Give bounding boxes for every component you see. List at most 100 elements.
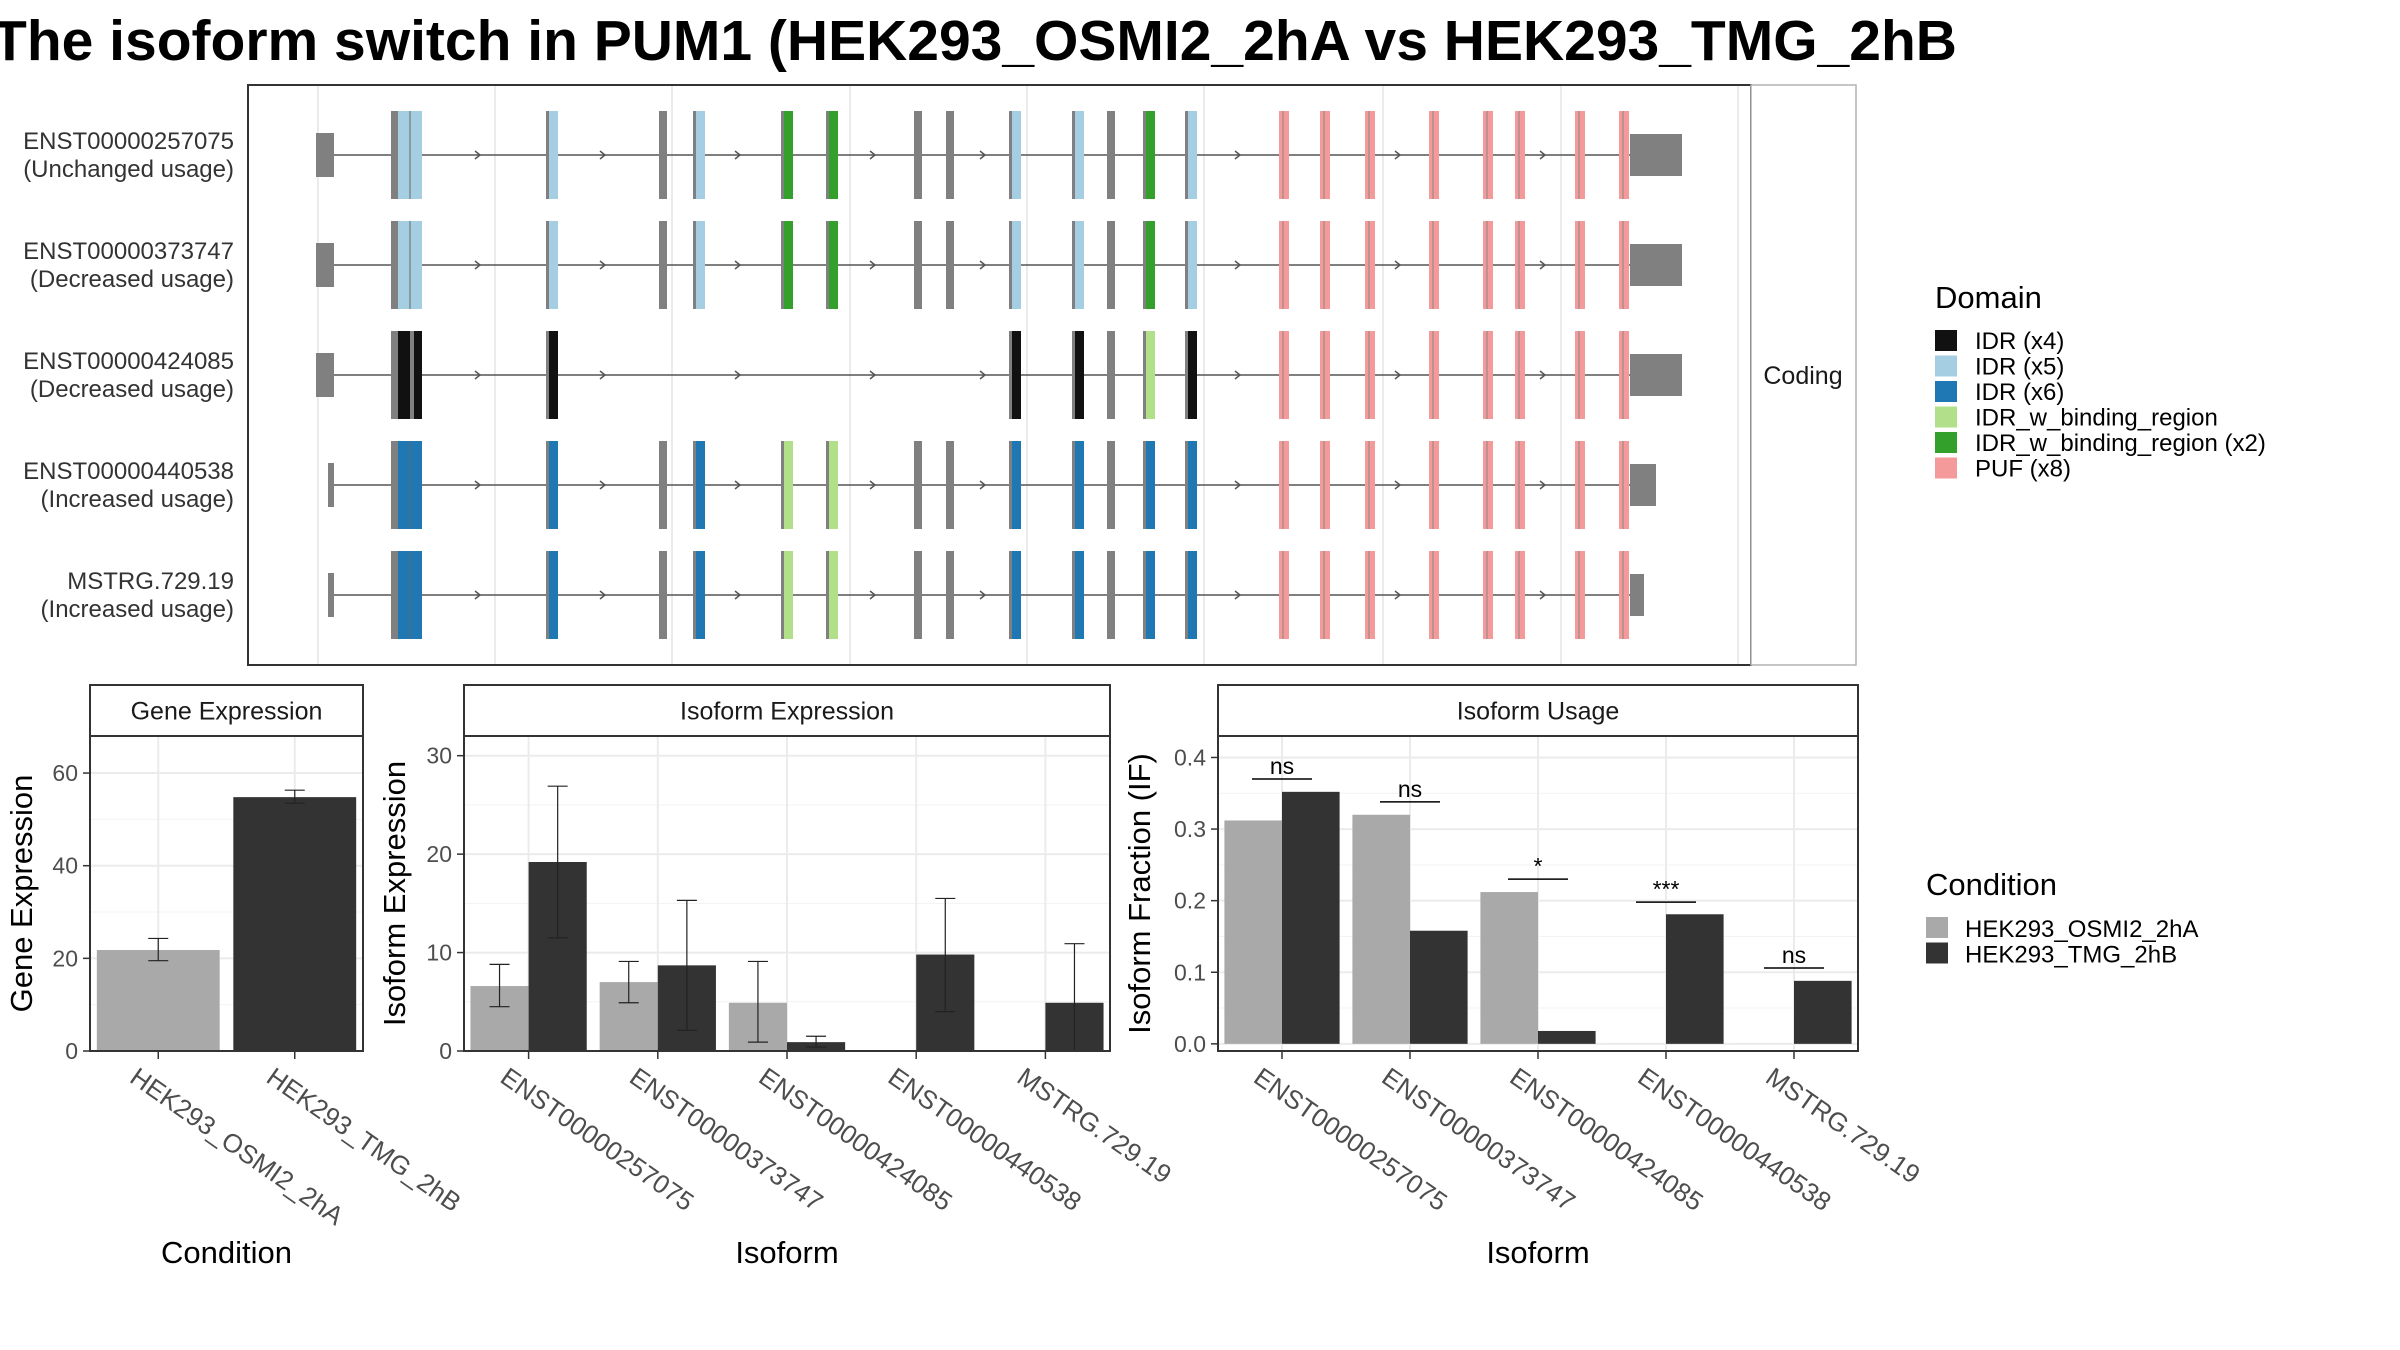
domain-block — [414, 331, 422, 419]
domain-block — [1575, 441, 1585, 529]
domain-block — [1365, 441, 1375, 529]
domain-legend-swatch — [1935, 457, 1957, 479]
domain-block — [1320, 221, 1330, 309]
domain-block — [549, 221, 558, 309]
isoform-expression-chart: ENST00000257075ENST00000373747ENST000004… — [377, 684, 1177, 1270]
strand-arrow — [1234, 590, 1242, 600]
exon — [391, 111, 400, 199]
strand-arrow — [474, 590, 482, 600]
domain-block — [1575, 111, 1585, 199]
bar — [1538, 1030, 1596, 1044]
strand-arrow — [599, 150, 607, 160]
strand-arrow — [1234, 260, 1242, 270]
exon — [946, 111, 954, 199]
strand-arrow — [1539, 590, 1547, 600]
significance-label: *** — [1653, 876, 1680, 902]
domain-block — [784, 441, 793, 529]
exon — [1107, 331, 1115, 419]
domain-block — [1429, 331, 1439, 419]
domain-block — [1575, 221, 1585, 309]
domain-block — [1365, 331, 1375, 419]
domain-block — [1429, 551, 1439, 639]
domain-legend-swatch — [1935, 355, 1957, 377]
exon — [659, 111, 667, 199]
domain-block — [1279, 331, 1289, 419]
isoform-id-label: ENST00000257075 — [23, 128, 234, 155]
significance-label: ns — [1398, 776, 1422, 802]
domain-block — [1429, 111, 1439, 199]
condition-legend-label: HEK293_OSMI2_2hA — [1965, 916, 2198, 943]
domain-block — [549, 551, 558, 639]
domain-block — [829, 221, 838, 309]
domain-block — [1515, 111, 1525, 199]
isoform-usage-label: (Increased usage) — [41, 596, 234, 623]
x-axis-title: Isoform — [735, 1235, 838, 1270]
utr-exon — [1630, 464, 1656, 506]
significance-label: ns — [1270, 753, 1294, 779]
strand-arrow — [474, 260, 482, 270]
strand-arrow — [734, 150, 742, 160]
exon — [914, 111, 922, 199]
domain-block — [1515, 441, 1525, 529]
strand-arrow — [1234, 480, 1242, 490]
exon — [946, 221, 954, 309]
domain-block — [1075, 111, 1084, 199]
y-tick-label: 30 — [426, 743, 452, 769]
significance-label: * — [1534, 853, 1543, 879]
domain-block — [1146, 111, 1155, 199]
facet-strip — [89, 684, 364, 737]
domain-legend-title: Domain — [1935, 280, 2042, 315]
domain-block — [1279, 441, 1289, 529]
domain-block — [1483, 221, 1493, 309]
utr-exon — [316, 243, 334, 287]
strand-arrow — [1394, 150, 1402, 160]
strand-arrow — [869, 590, 877, 600]
exon — [1107, 111, 1115, 199]
strand-arrow — [979, 260, 987, 270]
domain-block — [1075, 551, 1084, 639]
y-axis-title: Isoform Fraction (IF) — [1122, 753, 1157, 1034]
isoform-track — [316, 111, 1682, 199]
condition-legend-label: HEK293_TMG_2hB — [1965, 942, 2177, 969]
domain-block — [1619, 551, 1629, 639]
domain-block — [1483, 551, 1493, 639]
domain-block — [1515, 551, 1525, 639]
exon — [391, 221, 400, 309]
domain-block — [1188, 441, 1197, 529]
domain-block — [1320, 331, 1330, 419]
domain-block — [1515, 221, 1525, 309]
domain-legend: Domain IDR (x4)IDR (x5)IDR (x6)IDR_w_bin… — [1935, 280, 2266, 483]
domain-legend-label: PUF (x8) — [1975, 456, 2071, 483]
exon — [946, 441, 954, 529]
strand-arrow — [474, 150, 482, 160]
y-tick-label: 60 — [52, 760, 78, 786]
domain-legend-label: IDR (x5) — [1975, 354, 2064, 381]
domain-block — [1279, 221, 1289, 309]
isoform-labels: ENST00000257075(Unchanged usage) ENST0000… — [23, 128, 234, 623]
utr-exon — [328, 463, 334, 507]
utr-exon — [1630, 574, 1644, 616]
chart-title: Isoform Expression — [680, 698, 894, 726]
bar — [233, 797, 357, 1051]
strand-arrow — [869, 150, 877, 160]
strand-arrow — [1394, 590, 1402, 600]
y-tick-label: 10 — [426, 940, 452, 966]
domain-legend-label: IDR (x6) — [1975, 379, 2064, 406]
domain-block — [1188, 221, 1197, 309]
x-axis-title: Condition — [161, 1235, 292, 1270]
domain-block — [696, 551, 705, 639]
domain-block — [1188, 551, 1197, 639]
domain-legend-label: IDR_w_binding_region — [1975, 405, 2218, 432]
isoform-track — [328, 441, 1656, 529]
domain-block — [1012, 331, 1021, 419]
isoform-id-label: MSTRG.729.19 — [67, 568, 234, 595]
strand-arrow — [599, 590, 607, 600]
condition-legend-swatch — [1926, 942, 1948, 964]
domain-block — [1429, 221, 1439, 309]
strand-arrow — [734, 480, 742, 490]
strand-arrow — [979, 370, 987, 380]
utr-exon — [328, 573, 334, 617]
strand-arrow — [869, 370, 877, 380]
exon — [659, 551, 667, 639]
